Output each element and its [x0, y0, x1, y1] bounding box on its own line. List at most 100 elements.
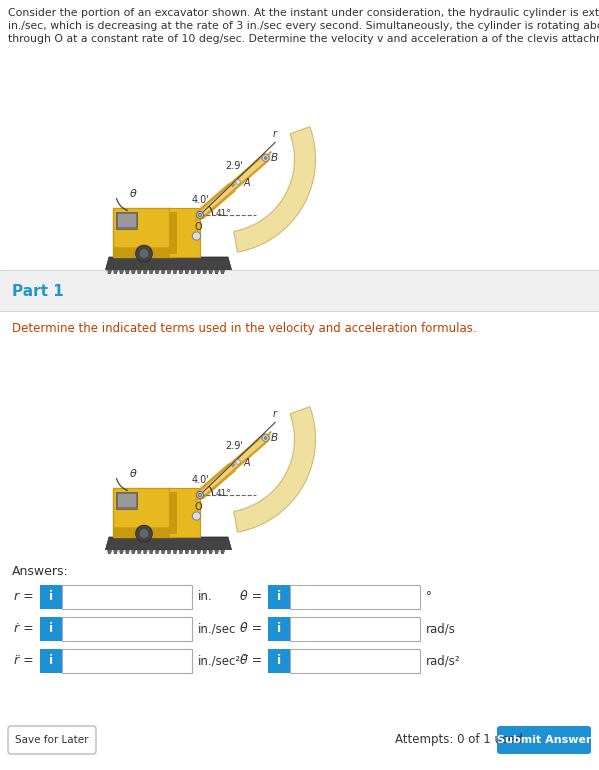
Text: 41°: 41° — [216, 209, 231, 219]
Polygon shape — [220, 550, 225, 554]
Text: i: i — [277, 622, 281, 635]
Polygon shape — [108, 550, 112, 554]
Text: Save for Later: Save for Later — [15, 735, 89, 745]
Polygon shape — [155, 550, 159, 554]
Text: Determine the indicated terms used in the velocity and acceleration formulas.: Determine the indicated terms used in th… — [12, 322, 477, 335]
Polygon shape — [143, 550, 147, 554]
Bar — [40, 649, 62, 673]
Polygon shape — [105, 257, 231, 270]
Text: Submit Answer: Submit Answer — [497, 735, 591, 745]
Circle shape — [135, 245, 152, 262]
Bar — [0, 271, 599, 311]
Text: rad/s: rad/s — [426, 622, 456, 635]
Polygon shape — [234, 127, 316, 252]
Polygon shape — [119, 270, 123, 274]
Text: °: ° — [426, 591, 432, 604]
Bar — [62, 649, 192, 673]
Bar — [168, 488, 200, 537]
Polygon shape — [214, 550, 219, 554]
Polygon shape — [191, 550, 195, 554]
Polygon shape — [108, 270, 112, 274]
Polygon shape — [208, 270, 213, 274]
Polygon shape — [167, 270, 171, 274]
Polygon shape — [161, 270, 165, 274]
Text: Consider the portion of an excavator shown. At the instant under consideration, : Consider the portion of an excavator sho… — [8, 8, 599, 18]
Text: in./sec, which is decreasing at the rate of 3 in./sec every second. Simultaneous: in./sec, which is decreasing at the rate… — [8, 21, 599, 31]
Circle shape — [139, 249, 149, 259]
Polygon shape — [119, 550, 123, 554]
Bar — [40, 585, 62, 609]
Text: B: B — [271, 433, 279, 443]
Text: in./sec: in./sec — [198, 622, 237, 635]
Polygon shape — [179, 550, 183, 554]
Circle shape — [139, 528, 149, 538]
Bar — [116, 491, 137, 509]
Polygon shape — [185, 550, 189, 554]
Polygon shape — [167, 550, 171, 554]
Circle shape — [264, 156, 267, 159]
Text: 2.9': 2.9' — [226, 441, 243, 451]
Text: 41°: 41° — [216, 490, 231, 498]
Polygon shape — [155, 270, 159, 274]
Bar — [62, 617, 192, 641]
Text: r: r — [273, 409, 277, 419]
Circle shape — [235, 460, 240, 464]
Polygon shape — [203, 270, 207, 274]
Text: 4.0': 4.0' — [192, 475, 209, 485]
Circle shape — [135, 525, 152, 542]
Text: Answers:: Answers: — [12, 565, 69, 578]
Polygon shape — [208, 550, 213, 554]
Polygon shape — [114, 270, 118, 274]
Bar — [268, 585, 290, 609]
Polygon shape — [125, 550, 129, 554]
Bar — [117, 493, 135, 507]
FancyBboxPatch shape — [8, 726, 96, 754]
Polygon shape — [131, 270, 135, 274]
Circle shape — [192, 512, 201, 521]
Polygon shape — [173, 270, 177, 274]
Bar — [0, 0, 599, 270]
Polygon shape — [137, 270, 141, 274]
Bar — [290, 585, 420, 609]
Polygon shape — [131, 550, 135, 554]
FancyBboxPatch shape — [497, 726, 591, 754]
Text: in./sec²: in./sec² — [198, 654, 241, 668]
Polygon shape — [105, 537, 231, 550]
Circle shape — [192, 232, 201, 240]
Polygon shape — [220, 270, 225, 274]
Text: O: O — [195, 502, 202, 512]
Polygon shape — [173, 550, 177, 554]
Text: i: i — [277, 591, 281, 604]
Bar — [113, 527, 172, 537]
Polygon shape — [143, 270, 147, 274]
Text: Part 1: Part 1 — [12, 284, 63, 299]
Text: i: i — [49, 654, 53, 668]
Text: θ̈ =: θ̈ = — [240, 654, 262, 668]
Text: r: r — [273, 129, 277, 139]
Bar — [268, 649, 290, 673]
Text: θ: θ — [130, 469, 137, 479]
Text: 4.0': 4.0' — [192, 195, 209, 205]
Bar — [268, 617, 290, 641]
Circle shape — [262, 155, 269, 162]
Bar — [62, 585, 192, 609]
Text: A: A — [244, 458, 250, 468]
Text: r =: r = — [14, 591, 34, 604]
Text: B: B — [271, 153, 279, 163]
Polygon shape — [125, 270, 129, 274]
Text: 2.9': 2.9' — [226, 162, 243, 172]
Polygon shape — [149, 550, 153, 554]
Circle shape — [198, 494, 202, 497]
Text: i: i — [49, 622, 53, 635]
Polygon shape — [149, 270, 153, 274]
Polygon shape — [234, 407, 316, 532]
Text: in.: in. — [198, 591, 213, 604]
Polygon shape — [198, 464, 235, 497]
Bar — [113, 208, 172, 257]
Polygon shape — [203, 550, 207, 554]
Text: θ: θ — [130, 189, 137, 199]
Bar — [113, 488, 172, 537]
Polygon shape — [114, 550, 118, 554]
Bar — [168, 208, 200, 257]
Polygon shape — [185, 270, 189, 274]
